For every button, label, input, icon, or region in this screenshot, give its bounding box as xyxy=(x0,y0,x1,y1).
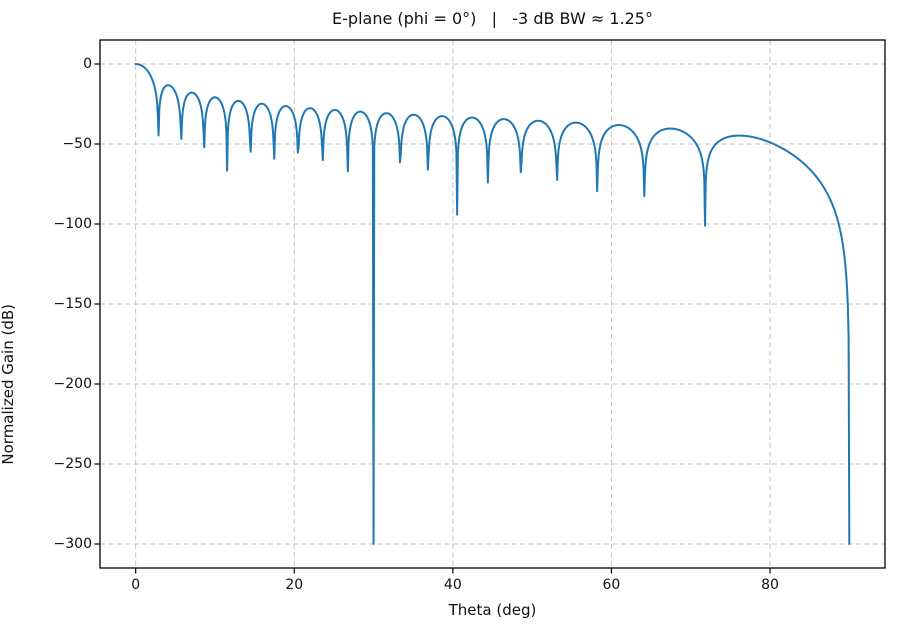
x-axis-label: Theta (deg) xyxy=(448,601,537,619)
y-tick-label: −100 xyxy=(53,216,92,232)
y-tick-label: −200 xyxy=(53,376,92,392)
gain-curve xyxy=(134,63,851,545)
y-tick-label: 0 xyxy=(83,56,92,72)
y-tick-label: −50 xyxy=(62,136,92,152)
x-tick-label: 40 xyxy=(443,577,462,593)
y-tick-label: −250 xyxy=(53,456,92,472)
x-tick-label: 80 xyxy=(761,577,779,593)
y-axis-label-text: Normalized Gain (dB) xyxy=(0,303,17,465)
x-tick-label: 0 xyxy=(131,577,141,593)
x-tick-label: 60 xyxy=(602,577,621,593)
x-tick-label: 20 xyxy=(285,577,304,593)
chart-title: E-plane (phi = 0°) | -3 dB BW ≈ 1.25° xyxy=(332,9,653,28)
y-tick-label: −300 xyxy=(53,536,92,552)
y-tick-label: −150 xyxy=(53,296,92,312)
